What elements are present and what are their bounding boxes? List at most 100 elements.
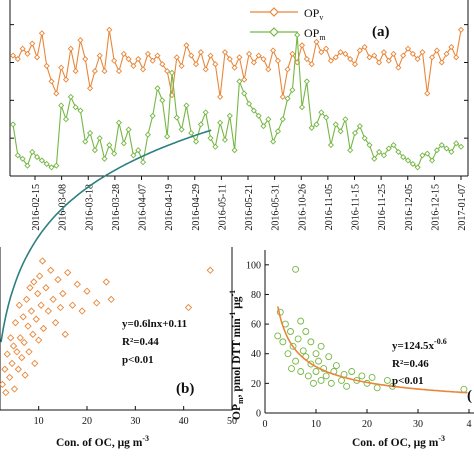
data-point-opm: [443, 145, 450, 152]
data-point-opm: [188, 129, 195, 137]
data-point-opv: [347, 56, 354, 63]
data-point-opv: [67, 45, 74, 52]
data-point-opm: [457, 143, 465, 150]
data-point-opm: [246, 100, 253, 107]
data-point-opv: [284, 66, 291, 73]
panel-c-ylabel-mid: μg: [231, 296, 243, 311]
panel-c-ylabel-sub: m: [236, 397, 245, 404]
scatter-point-b: [32, 315, 40, 323]
data-point-opm: [289, 86, 296, 94]
data-point-opv: [159, 61, 166, 68]
data-point-opv: [409, 50, 416, 57]
panel-c-ytick-label: 40: [251, 349, 261, 360]
data-point-opm: [48, 164, 55, 171]
scatter-point-c: [312, 368, 320, 375]
data-point-opm: [270, 138, 277, 145]
data-point-opm: [347, 147, 354, 154]
scatter-point-c: [325, 353, 333, 361]
scatter-point-c: [287, 328, 294, 335]
data-point-opv: [58, 64, 65, 71]
data-point-opv: [380, 49, 387, 56]
panel-a-xtick-label: 2017-01-07: [457, 184, 468, 231]
scatter-point-b: [21, 371, 29, 379]
scatter-point-c: [368, 373, 376, 381]
panel-c-xlabel: Con. of OC, μg m-3: [352, 434, 445, 449]
panel-a-tag: (a): [372, 24, 390, 40]
scatter-point-c: [274, 332, 282, 340]
svg-text:OPv: OPv: [304, 6, 323, 22]
data-point-opv: [62, 76, 70, 83]
data-point-opv: [327, 57, 334, 64]
data-point-opv: [274, 57, 281, 64]
data-point-opm: [303, 78, 310, 85]
data-point-opm: [424, 150, 431, 157]
data-point-opv: [351, 61, 359, 68]
svg-text:OPm: OPm: [304, 26, 326, 42]
data-point-opm: [284, 95, 291, 102]
data-point-opm: [207, 135, 214, 142]
data-point-opv: [87, 85, 94, 92]
panel-c-xtick-label: 4: [467, 419, 472, 430]
data-point-opm: [250, 107, 257, 114]
legend-opv-name: OP: [304, 6, 320, 20]
scatter-point-c: [307, 360, 315, 368]
data-point-opm: [19, 155, 26, 162]
panel-c-xtick-label: 20: [362, 419, 372, 430]
data-point-opv: [265, 66, 272, 73]
data-point-opv: [130, 62, 137, 69]
data-point-opm: [29, 148, 36, 155]
data-point-opm: [24, 162, 31, 169]
scatter-point-c: [315, 357, 322, 365]
data-point-opm: [361, 135, 368, 142]
data-point-opv: [453, 54, 460, 61]
data-point-opv: [318, 49, 325, 56]
data-point-opm: [414, 164, 421, 171]
data-point-opv: [376, 59, 383, 66]
data-point-opv: [82, 56, 89, 63]
data-point-opv: [303, 56, 310, 63]
data-point-opv: [14, 56, 21, 63]
data-point-opm: [168, 69, 176, 76]
data-point-opm: [197, 121, 204, 128]
panel-c-xtick-label: 30: [413, 419, 423, 430]
panel-c-ylabel-sup1: -1: [228, 312, 237, 319]
data-point-opm: [226, 112, 233, 119]
data-point-opm: [409, 160, 416, 167]
panel-c-xlabel-sup: -3: [438, 434, 445, 443]
data-point-opm: [400, 154, 407, 161]
scatter-point-b: [68, 301, 77, 309]
data-point-opm: [323, 114, 330, 121]
scatter-point-b: [107, 295, 115, 304]
data-point-opv: [221, 49, 228, 56]
scatter-point-b: [102, 278, 110, 286]
data-point-opm: [115, 119, 123, 126]
scatter-point-b: [56, 303, 65, 312]
data-point-opm: [318, 109, 325, 116]
scatter-point-b: [83, 287, 91, 295]
data-point-opv: [111, 57, 118, 64]
panel-c-ytick-label: 100: [246, 260, 261, 271]
data-point-opv: [38, 30, 45, 37]
scatter-point-c: [317, 342, 325, 350]
panel-a-xtick-label: 2016-11-05: [324, 184, 335, 230]
data-point-opv: [433, 47, 440, 54]
scatter-point-c: [297, 317, 305, 325]
panel-a-xtick-label: 2016-12-15: [430, 184, 441, 231]
data-point-opv: [212, 61, 219, 68]
data-point-opm: [376, 148, 383, 155]
panel-b-r2: R²=0.44: [122, 336, 159, 348]
legend-opv-marker: [269, 7, 279, 17]
data-point-opm: [202, 109, 209, 116]
scatter-point-b: [29, 330, 37, 338]
data-point-opm: [144, 131, 151, 138]
data-point-opv: [149, 57, 156, 64]
data-point-opm: [448, 148, 455, 155]
data-point-opv: [101, 68, 108, 75]
scatter-point-b: [73, 280, 81, 288]
panel-c-points: [274, 265, 468, 393]
data-point-opm: [34, 154, 41, 161]
scatter-point-c: [358, 372, 366, 380]
data-point-opm: [217, 119, 224, 126]
data-point-opm: [337, 128, 344, 135]
data-point-opv: [34, 54, 41, 61]
